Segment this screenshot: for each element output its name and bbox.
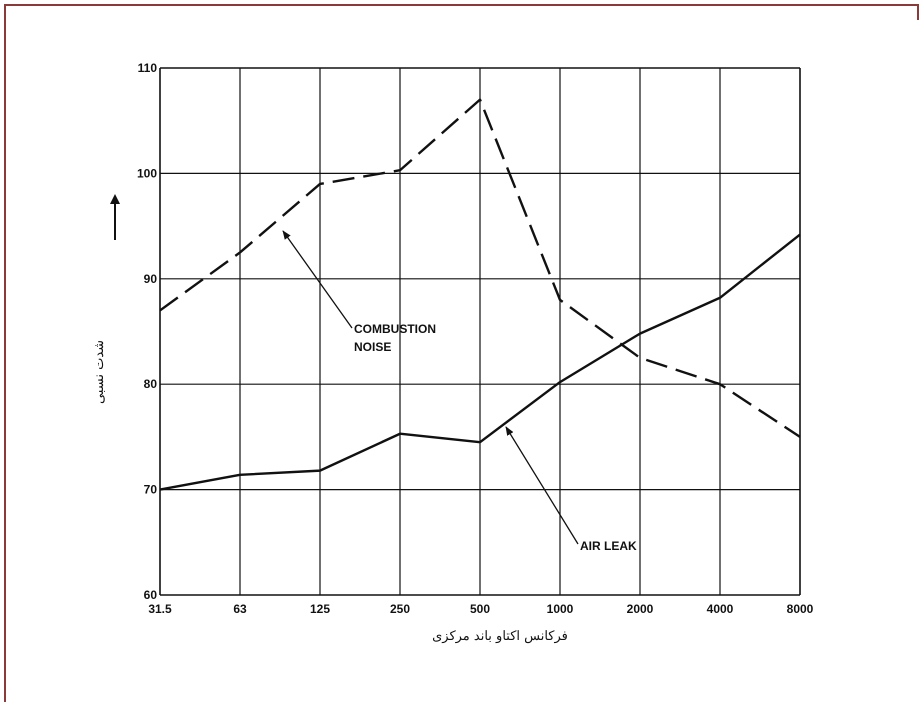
x-tick-label: 250 (390, 602, 410, 616)
x-tick-label: 63 (233, 602, 247, 616)
y-tick-label: 70 (144, 483, 158, 497)
x-tick-label: 1000 (547, 602, 574, 616)
x-tick-label: 500 (470, 602, 490, 616)
y-axis-label: شدت نسبی (92, 340, 107, 404)
page-frame (4, 4, 919, 702)
axis-ticks: 60 70 80 90 100 110 31.5 63 125 250 500 1000 2000 400… (137, 61, 814, 616)
air-leak-label: AIR LEAK (580, 539, 637, 553)
y-tick-label: 110 (138, 61, 158, 75)
y-tick-label: 100 (137, 166, 157, 180)
annotations: COMBUSTION NOISE AIR LEAK (282, 230, 637, 553)
x-tick-label: 2000 (627, 602, 654, 616)
y-tick-label: 80 (144, 377, 158, 391)
y-tick-label: 90 (144, 272, 158, 286)
grid (159, 67, 801, 596)
up-arrow-icon (110, 194, 120, 240)
x-tick-label: 8000 (787, 602, 814, 616)
x-tick-label: 125 (310, 602, 330, 616)
air-leak-line (159, 233, 801, 491)
y-tick-label: 60 (144, 588, 158, 602)
x-axis-label: فرکانس اکتاو باند مرکزی (432, 629, 568, 644)
combustion-noise-label: NOISE (354, 340, 391, 354)
series (159, 98, 801, 491)
x-tick-label: 31.5 (148, 602, 172, 616)
x-tick-label: 4000 (707, 602, 734, 616)
combustion-noise-label: COMBUSTION (354, 322, 436, 336)
combustion-noise-callout-arrow (282, 230, 353, 329)
air-leak-callout-arrow (505, 426, 579, 545)
combustion-noise-line (159, 98, 801, 438)
